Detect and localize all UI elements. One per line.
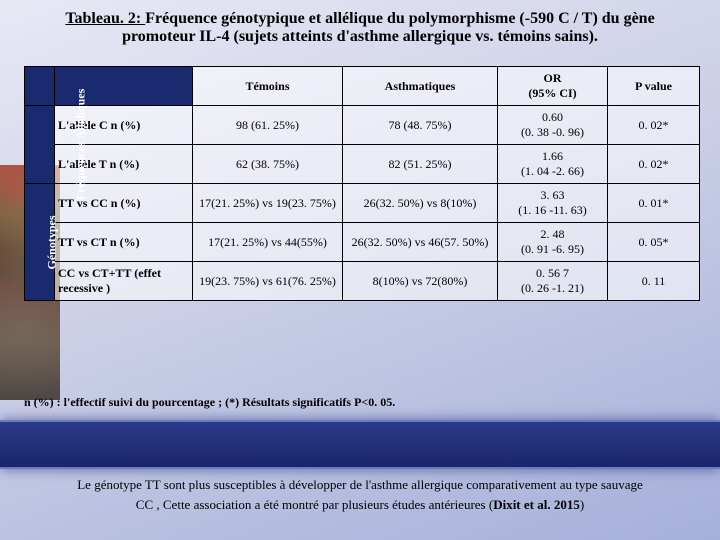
col-or: OR(95% CI) bbox=[498, 67, 608, 106]
table-row: CC vs CT+TT (effet recessive ) 19(23. 75… bbox=[25, 262, 700, 301]
cell: 0. 02* bbox=[608, 106, 700, 145]
cell: 0. 01* bbox=[608, 184, 700, 223]
caption-citation: Dixit et al. 2015 bbox=[493, 497, 580, 512]
cell: 19(23. 75%) vs 61(76. 25%) bbox=[193, 262, 343, 301]
cell: 0. 05* bbox=[608, 223, 700, 262]
table-footnote: n (%) : l'effectif suivi du pourcentage … bbox=[24, 395, 699, 410]
cell: 78 (48. 75%) bbox=[343, 106, 498, 145]
row-label: CC vs CT+TT (effet recessive ) bbox=[55, 262, 193, 301]
col-asthmatiques: Asthmatiques bbox=[343, 67, 498, 106]
caption-line2c: ) bbox=[580, 497, 584, 512]
cell: 82 (51. 25%) bbox=[343, 145, 498, 184]
table-title: Tableau. 2: Fréquence génotypique et all… bbox=[30, 10, 690, 46]
cell: 26(32. 50%) vs 8(10%) bbox=[343, 184, 498, 223]
decor-strip bbox=[0, 420, 720, 469]
caption-line1: Le génotype TT sont plus susceptibles à … bbox=[77, 477, 643, 492]
table-row: Génotypes TT vs CC n (%) 17(21. 25%) vs … bbox=[25, 184, 700, 223]
cat-genotypes: Génotypes bbox=[25, 184, 55, 301]
cell: 98 (61. 25%) bbox=[193, 106, 343, 145]
cell: 0. 11 bbox=[608, 262, 700, 301]
slide: Tableau. 2: Fréquence génotypique et all… bbox=[0, 0, 720, 540]
caption-line2a: CC , Cette association a été montré par … bbox=[136, 497, 493, 512]
cell: 0. 02* bbox=[608, 145, 700, 184]
table-header-row: Témoins Asthmatiques OR(95% CI) P value bbox=[25, 67, 700, 106]
cell: 0.60(0. 38 -0. 96) bbox=[498, 106, 608, 145]
table-row: Fréquences Alléliques L'allèle C n (%) 9… bbox=[25, 106, 700, 145]
table-row: L'allèle T n (%) 62 (38. 75%) 82 (51. 25… bbox=[25, 145, 700, 184]
cat-frequences: Fréquences Alléliques bbox=[25, 106, 55, 184]
header-blank-1 bbox=[25, 67, 55, 106]
caption: Le génotype TT sont plus susceptibles à … bbox=[24, 475, 696, 514]
cell: 1.66(1. 04 -2. 66) bbox=[498, 145, 608, 184]
cell: 62 (38. 75%) bbox=[193, 145, 343, 184]
data-table: Témoins Asthmatiques OR(95% CI) P value … bbox=[24, 66, 700, 301]
row-label: TT vs CT n (%) bbox=[55, 223, 193, 262]
cell: 2. 48(0. 91 -6. 95) bbox=[498, 223, 608, 262]
cell: 26(32. 50%) vs 46(57. 50%) bbox=[343, 223, 498, 262]
cell: 17(21. 25%) vs 19(23. 75%) bbox=[193, 184, 343, 223]
cell: 3. 63(1. 16 -11. 63) bbox=[498, 184, 608, 223]
title-text: Fréquence génotypique et allélique du po… bbox=[122, 10, 655, 45]
col-pvalue: P value bbox=[608, 67, 700, 106]
data-table-wrap: Témoins Asthmatiques OR(95% CI) P value … bbox=[24, 66, 699, 301]
table-row: TT vs CT n (%) 17(21. 25%) vs 44(55%) 26… bbox=[25, 223, 700, 262]
col-temoins: Témoins bbox=[193, 67, 343, 106]
cell: 8(10%) vs 72(80%) bbox=[343, 262, 498, 301]
cell: 17(21. 25%) vs 44(55%) bbox=[193, 223, 343, 262]
cell: 0. 56 7(0. 26 -1. 21) bbox=[498, 262, 608, 301]
title-number: Tableau. 2: bbox=[65, 10, 145, 27]
